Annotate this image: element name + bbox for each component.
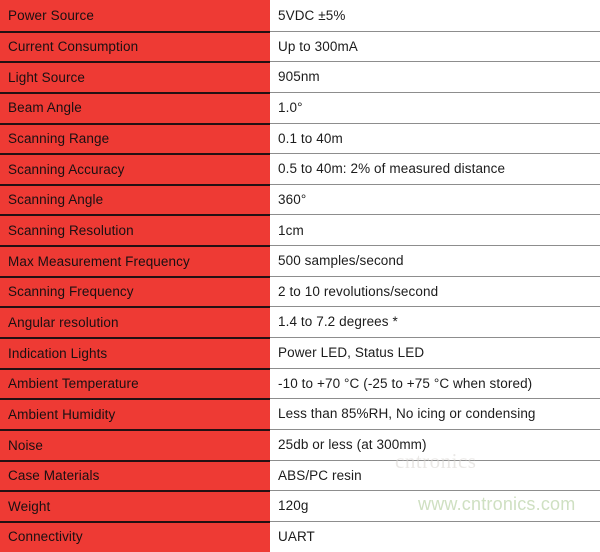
spec-value-cell: Up to 300mA xyxy=(270,30,600,62)
spec-label-cell: Weight xyxy=(0,490,270,521)
table-row: Scanning Resolution 1cm xyxy=(0,214,600,246)
spec-label-cell: Power Source xyxy=(0,0,270,31)
table-row: Case Materials ABS/PC resin xyxy=(0,459,600,491)
spec-value-cell: ABS/PC resin xyxy=(270,459,600,491)
spec-label-cell: Max Measurement Frequency xyxy=(0,245,270,276)
spec-label-cell: Connectivity xyxy=(0,520,270,552)
table-row: Scanning Accuracy 0.5 to 40m: 2% of measu… xyxy=(0,153,600,184)
spec-value-cell: 500 samples/second xyxy=(270,245,600,276)
table-row: Angular resolution 1.4 to 7.2 degrees * xyxy=(0,306,600,338)
table-row: Indication Lights Power LED, Status LED xyxy=(0,337,600,368)
spec-label-cell: Scanning Range xyxy=(0,122,270,154)
table-row: Scanning Range 0.1 to 40m xyxy=(0,122,600,154)
spec-value-cell: 0.5 to 40m: 2% of measured distance xyxy=(270,153,600,184)
spec-label-cell: Ambient Humidity xyxy=(0,398,270,429)
table-row: Scanning Frequency 2 to 10 revolutions/se… xyxy=(0,275,600,307)
table-row: Scanning Angle 360° xyxy=(0,183,600,215)
spec-label-cell: Scanning Frequency xyxy=(0,275,270,307)
spec-value-cell: Less than 85%RH, No icing or condensing xyxy=(270,398,600,429)
spec-value-cell: 5VDC ±5% xyxy=(270,0,600,31)
spec-label-cell: Angular resolution xyxy=(0,306,270,338)
spec-value-cell: 360° xyxy=(270,183,600,215)
spec-label-cell: Scanning Accuracy xyxy=(0,153,270,184)
table-row: Light Source 905nm xyxy=(0,61,600,92)
spec-value-cell: UART xyxy=(270,520,600,552)
spec-value-cell: 1.0° xyxy=(270,91,600,123)
table-row: Connectivity UART xyxy=(0,520,600,552)
spec-label-cell: Current Consumption xyxy=(0,30,270,62)
spec-label-cell: Light Source xyxy=(0,61,270,92)
table-row: Power Source 5VDC ±5% xyxy=(0,0,600,31)
table-row: Ambient Temperature -10 to +70 °C (-25 to… xyxy=(0,367,600,399)
spec-value-cell: 905nm xyxy=(270,61,600,92)
table-row: Ambient Humidity Less than 85%RH, No icin… xyxy=(0,398,600,429)
table-row: Current Consumption Up to 300mA xyxy=(0,30,600,62)
table-row: Weight 120g xyxy=(0,490,600,521)
spec-label-cell: Ambient Temperature xyxy=(0,367,270,399)
spec-value-cell: 120g xyxy=(270,490,600,521)
spec-value-cell: 1cm xyxy=(270,214,600,246)
table-row: Max Measurement Frequency 500 samples/sec… xyxy=(0,245,600,276)
table-row: Beam Angle 1.0° xyxy=(0,91,600,123)
spec-label-cell: Scanning Resolution xyxy=(0,214,270,246)
table-row: Noise 25db or less (at 300mm) xyxy=(0,428,600,460)
spec-value-cell: -10 to +70 °C (-25 to +75 °C when stored… xyxy=(270,367,600,399)
spec-label-cell: Indication Lights xyxy=(0,337,270,368)
spec-value-cell: Power LED, Status LED xyxy=(270,337,600,368)
spec-value-cell: 25db or less (at 300mm) xyxy=(270,428,600,460)
spec-label-cell: Scanning Angle xyxy=(0,183,270,215)
spec-value-cell: 0.1 to 40m xyxy=(270,122,600,154)
spec-value-cell: 1.4 to 7.2 degrees * xyxy=(270,306,600,338)
spec-label-cell: Case Materials xyxy=(0,459,270,491)
spec-label-cell: Noise xyxy=(0,428,270,460)
spec-value-cell: 2 to 10 revolutions/second xyxy=(270,275,600,307)
spec-label-cell: Beam Angle xyxy=(0,91,270,123)
